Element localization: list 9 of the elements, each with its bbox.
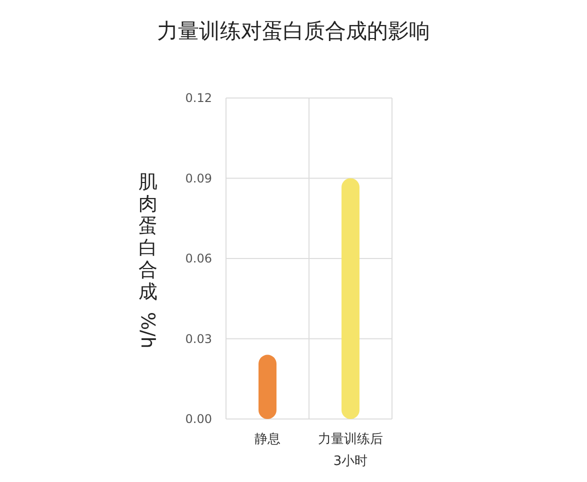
y-tick-label: 0.00	[185, 412, 212, 426]
y-axis-title: 肌肉蛋白合成 %/h	[136, 171, 158, 348]
chart-title: 力量训练对蛋白质合成的影响	[157, 19, 430, 43]
y-tick-label: 0.06	[185, 252, 212, 266]
y-tick-label: 0.03	[185, 332, 212, 346]
y-tick-label: 0.12	[185, 91, 212, 105]
x-tick-label: 静息	[254, 432, 280, 447]
y-tick-label: 0.09	[185, 171, 212, 186]
x-tick-label: 力量训练后 3小时	[318, 432, 383, 469]
